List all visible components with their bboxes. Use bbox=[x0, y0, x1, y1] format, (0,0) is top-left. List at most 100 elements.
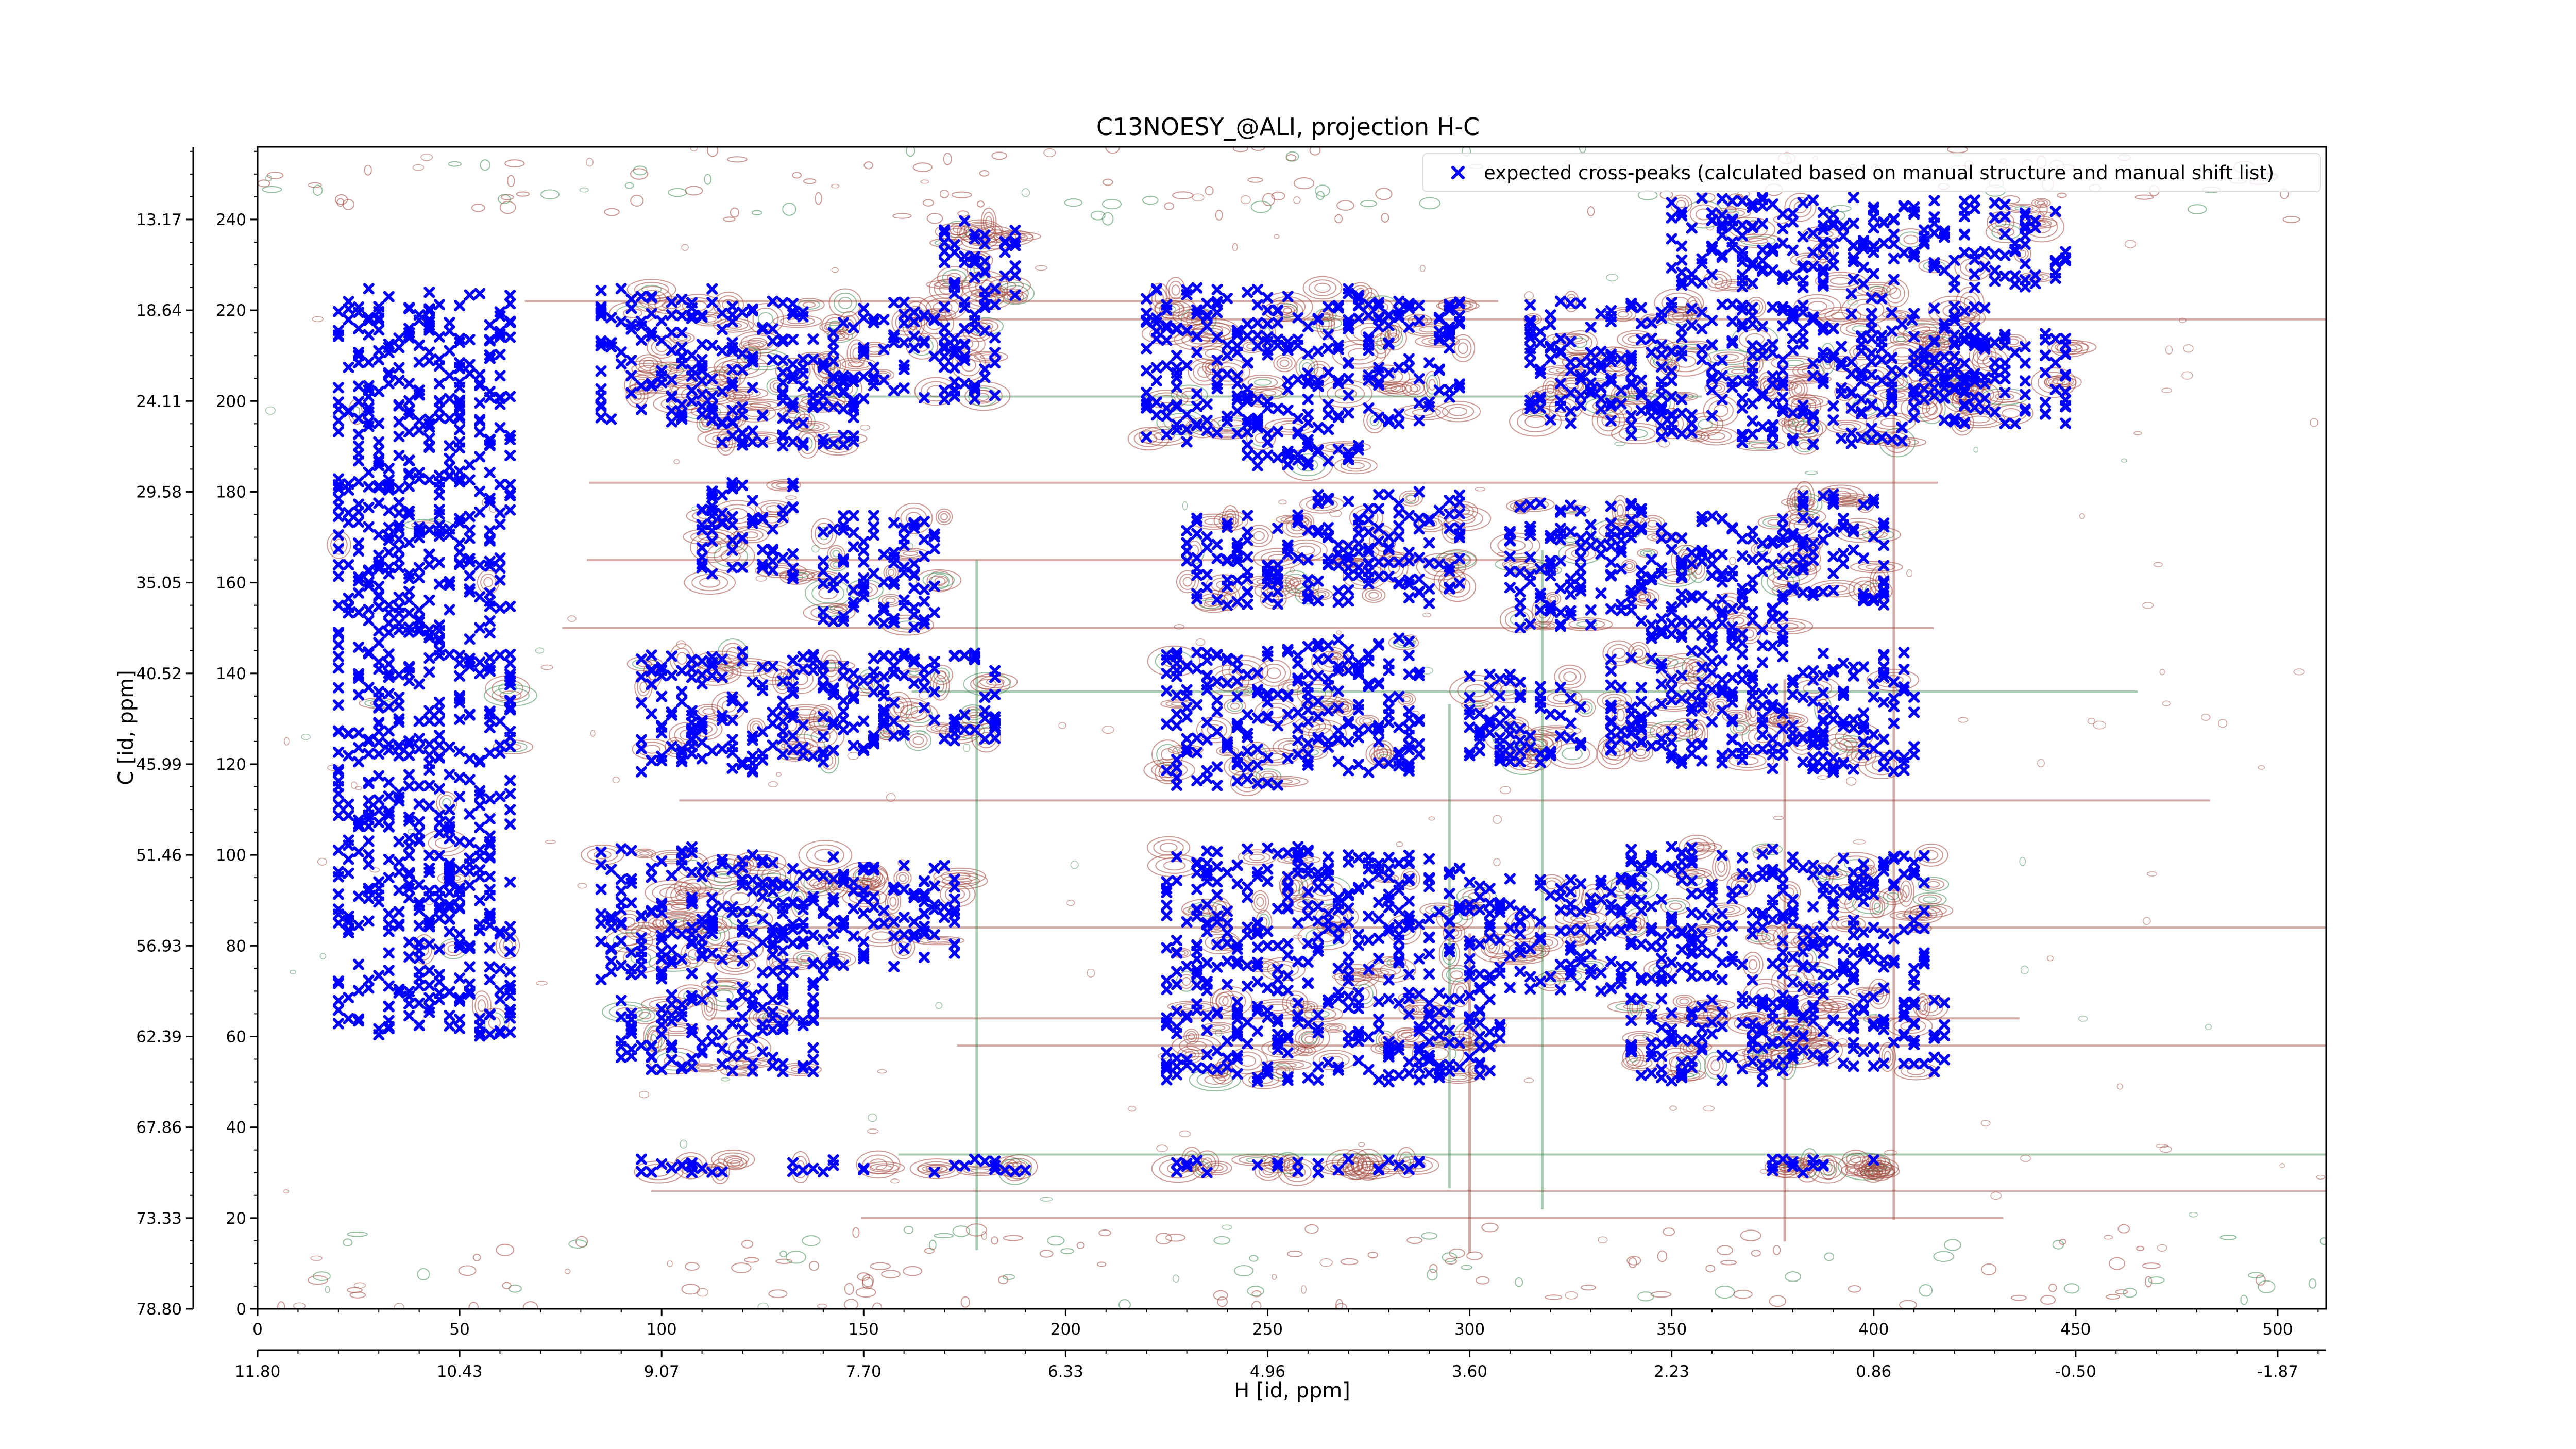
contour-noise bbox=[1251, 1290, 1262, 1298]
contour-ring bbox=[1297, 458, 1318, 472]
contour-noise bbox=[831, 183, 840, 189]
contour-ring bbox=[1736, 440, 1786, 451]
contour-ring bbox=[899, 874, 907, 882]
contour-noise bbox=[943, 153, 952, 165]
contour-noise bbox=[998, 1275, 1009, 1285]
cross-peak-marker bbox=[1141, 431, 1153, 443]
contour-noise bbox=[1805, 470, 1818, 475]
contour-noise bbox=[1309, 147, 1321, 156]
contour-ring bbox=[1850, 1155, 1861, 1164]
contour-noise bbox=[877, 1069, 887, 1074]
contour-noise bbox=[1493, 815, 1502, 824]
cross-peak-marker bbox=[1242, 383, 1253, 395]
contour-ring bbox=[1687, 412, 1724, 436]
cross-peak-marker bbox=[1201, 425, 1213, 436]
cross-peak-marker bbox=[696, 504, 708, 516]
contour-noise bbox=[283, 1189, 289, 1194]
contour-noise bbox=[364, 164, 372, 176]
cross-peak-marker bbox=[1181, 436, 1193, 448]
contour-noise bbox=[2124, 240, 2137, 248]
cross-peak-marker bbox=[1696, 353, 1708, 365]
contour-ring bbox=[1171, 384, 1208, 406]
cross-peak-marker bbox=[939, 342, 951, 354]
cross-peak-marker bbox=[1201, 415, 1213, 427]
cross-peak-marker bbox=[1423, 583, 1435, 595]
cross-peak-marker bbox=[656, 690, 668, 702]
contour-noise bbox=[1919, 1284, 1933, 1297]
cross-peak-marker bbox=[1191, 388, 1203, 400]
contour-noise bbox=[1429, 1263, 1438, 1273]
cross-peak-marker bbox=[1242, 449, 1253, 461]
cross-peak-marker bbox=[716, 345, 728, 357]
cross-peak-marker bbox=[1757, 321, 1769, 332]
contour-ring bbox=[1449, 1074, 1467, 1081]
cross-peak-marker bbox=[1807, 421, 1819, 433]
cross-peak-marker bbox=[696, 753, 708, 765]
contour-ring bbox=[702, 708, 716, 715]
cross-peak-marker bbox=[1251, 283, 1263, 295]
cross-peak-marker bbox=[827, 384, 839, 396]
contour-ring bbox=[1168, 280, 1183, 300]
contour-ring bbox=[1176, 387, 1202, 402]
cross-peak-marker bbox=[1262, 318, 1274, 330]
contour-noise bbox=[2188, 1211, 2198, 1218]
cross-peak-marker bbox=[1845, 288, 1857, 300]
cross-peak-marker bbox=[666, 327, 677, 339]
contour-ring bbox=[1444, 576, 1471, 598]
contour-ring bbox=[2047, 340, 2097, 355]
contour-ring bbox=[833, 292, 857, 314]
contour-noise bbox=[1475, 487, 1485, 492]
contour-ring bbox=[1919, 847, 1943, 864]
cross-peak-marker bbox=[1595, 587, 1607, 599]
cross-peak-marker bbox=[716, 307, 728, 319]
cross-peak-marker bbox=[1282, 344, 1294, 356]
cross-peak-marker bbox=[1696, 590, 1708, 602]
contour-noise bbox=[1523, 1077, 1534, 1083]
cross-peak-marker bbox=[1514, 597, 1526, 609]
contour-ring bbox=[1153, 839, 1184, 856]
cross-peak-marker bbox=[1181, 525, 1193, 536]
cross-peak-marker bbox=[656, 727, 668, 739]
contour-noise bbox=[1251, 147, 1265, 151]
contour-ring bbox=[1253, 894, 1267, 911]
contour-ring bbox=[1276, 300, 1298, 313]
contour-ring bbox=[1388, 635, 1419, 650]
cross-peak-marker bbox=[686, 297, 698, 309]
contour-ring bbox=[1861, 1154, 1890, 1168]
contour-noise bbox=[1663, 1227, 1675, 1236]
contour-ring bbox=[869, 1163, 899, 1173]
cross-peak-marker bbox=[1191, 563, 1203, 575]
contour-ring bbox=[1748, 238, 1769, 244]
contour-noise bbox=[394, 1303, 404, 1309]
contour-ring bbox=[1256, 897, 1264, 907]
contour-noise bbox=[1442, 1252, 1458, 1262]
contour-ring bbox=[1205, 358, 1250, 386]
contour-ring bbox=[817, 357, 835, 378]
contour-noise bbox=[507, 175, 515, 187]
contour-ring bbox=[1490, 532, 1540, 559]
cross-peak-marker bbox=[1835, 432, 1847, 444]
contour-noise bbox=[342, 199, 354, 210]
cross-peak-marker bbox=[706, 390, 718, 402]
contour-ring bbox=[1325, 1024, 1343, 1032]
contour-ring bbox=[1793, 294, 1842, 318]
contour-noise bbox=[1745, 724, 1757, 731]
contour-ring bbox=[1686, 1044, 1696, 1052]
contour-ring bbox=[1259, 390, 1277, 396]
contour-ring bbox=[1866, 1169, 1884, 1176]
contour-ring bbox=[846, 675, 884, 696]
contour-noise bbox=[1785, 1271, 1802, 1282]
cross-peak-marker bbox=[1736, 375, 1748, 386]
contour-noise bbox=[1058, 722, 1066, 729]
cross-peak-marker bbox=[979, 325, 991, 336]
contour-noise bbox=[472, 1253, 481, 1261]
contour-ring bbox=[887, 893, 899, 911]
cross-peak-marker bbox=[787, 373, 799, 384]
contour-ring bbox=[1438, 939, 1460, 969]
contour-noise bbox=[757, 1302, 769, 1309]
contour-noise bbox=[567, 615, 577, 622]
contour-ring bbox=[1158, 765, 1178, 781]
cross-peak-marker bbox=[1845, 437, 1857, 449]
contour-noise bbox=[1232, 147, 1248, 153]
